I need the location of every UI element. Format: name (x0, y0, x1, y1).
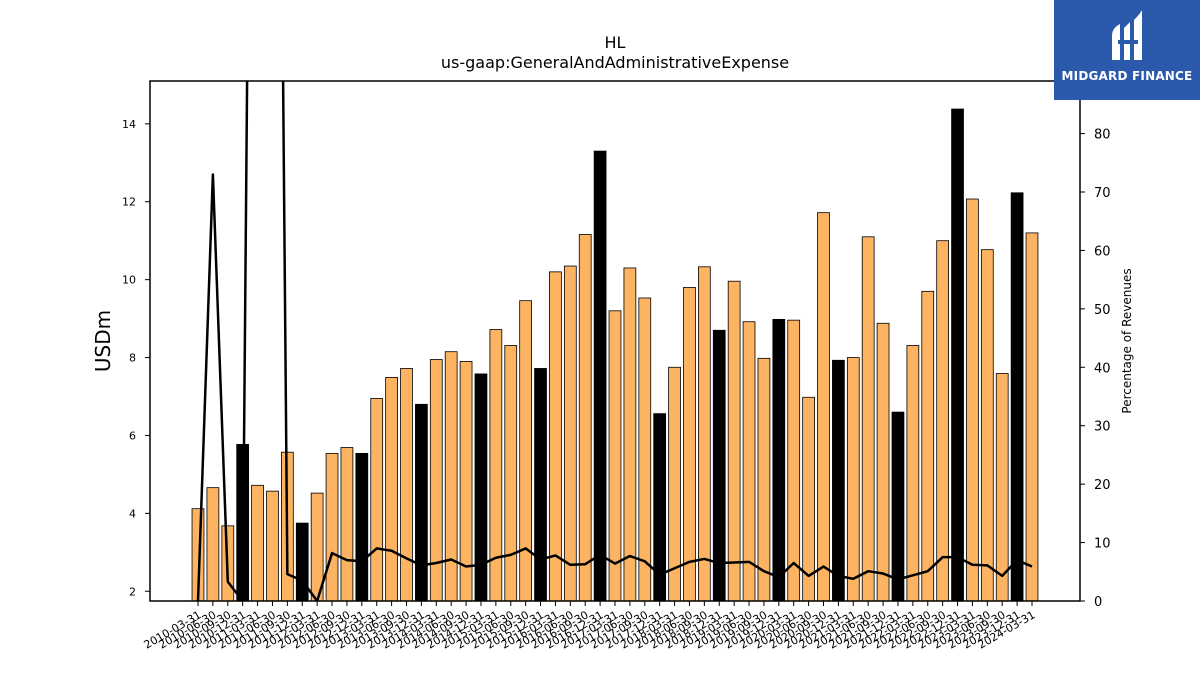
y2-tick-label: 80 (1094, 128, 1111, 143)
bar (861, 236, 875, 602)
bar (891, 411, 905, 602)
chart-subtitle: us-gaap:GeneralAndAdministrativeExpense (441, 53, 789, 72)
line-layer (196, 81, 1033, 601)
chart-title: HL (605, 33, 626, 52)
y2-tick-label: 40 (1094, 361, 1111, 376)
bar (563, 265, 577, 602)
y2-tick-label: 60 (1094, 244, 1111, 259)
bar (251, 484, 264, 602)
brand-logo-text: MIDGARD FINANCE (1061, 69, 1193, 83)
y-axis-label: USDm (91, 310, 115, 372)
y-axis-right: 0 10 20 30 40 50 60 70 80 (1080, 128, 1111, 610)
bar (683, 287, 696, 602)
bar (966, 198, 979, 602)
y2-tick-label: 20 (1094, 478, 1111, 493)
bar (295, 522, 309, 602)
bar (921, 290, 935, 602)
bar (370, 398, 384, 602)
bar (772, 318, 786, 602)
bar (1010, 192, 1024, 602)
bar (802, 396, 815, 602)
x-axis: 2010-03-312010-06-302010-09-302010-12-31… (142, 601, 1038, 652)
bar (206, 487, 220, 602)
bar (727, 280, 741, 602)
bar (549, 271, 562, 602)
y-tick-label: 12 (122, 196, 136, 209)
bar (832, 359, 845, 602)
bar (415, 403, 428, 602)
y-tick-label: 6 (129, 429, 136, 442)
y2-tick-label: 70 (1094, 186, 1111, 201)
bar (623, 267, 637, 602)
brand-logo: MIDGARD FINANCE (1054, 0, 1200, 100)
bar (1025, 232, 1039, 602)
y-tick-label: 10 (122, 274, 136, 287)
bar (980, 249, 994, 602)
y-tick-label: 2 (129, 585, 136, 598)
bar (698, 266, 711, 602)
bar (995, 373, 1009, 602)
bar (787, 319, 801, 602)
bar (638, 297, 652, 602)
bar (757, 357, 771, 602)
bar (355, 452, 369, 602)
bar (742, 321, 756, 602)
bar (266, 490, 279, 602)
bar (519, 300, 533, 602)
series-line-percentage (196, 81, 1033, 601)
bar (534, 368, 547, 602)
y-tick-label: 14 (122, 118, 136, 131)
bar (593, 150, 607, 602)
bar (385, 377, 398, 602)
bar (474, 373, 488, 602)
bar (340, 447, 354, 602)
bar (608, 310, 622, 602)
bar (504, 345, 518, 602)
y-tick-label: 8 (129, 352, 136, 365)
bar (444, 351, 458, 602)
bar (951, 108, 964, 602)
bar (936, 240, 950, 602)
bar (578, 234, 592, 602)
bars-layer (191, 108, 1039, 602)
midgard-logo-icon (1112, 10, 1142, 60)
y2-tick-label: 50 (1094, 303, 1111, 318)
bar (906, 345, 920, 602)
bar (325, 452, 339, 602)
bar (400, 368, 413, 602)
y2-tick-label: 0 (1094, 595, 1102, 610)
bar (846, 357, 860, 602)
bar (876, 322, 890, 602)
bar (712, 329, 726, 602)
bar (817, 212, 830, 602)
y-axis-left: 2 4 6 8 10 12 14 (122, 118, 150, 598)
y2-tick-label: 30 (1094, 420, 1111, 435)
y2-tick-label: 10 (1094, 537, 1111, 552)
y2-axis-label: Percentage of Revenues (1120, 268, 1134, 413)
y-tick-label: 4 (129, 507, 136, 520)
